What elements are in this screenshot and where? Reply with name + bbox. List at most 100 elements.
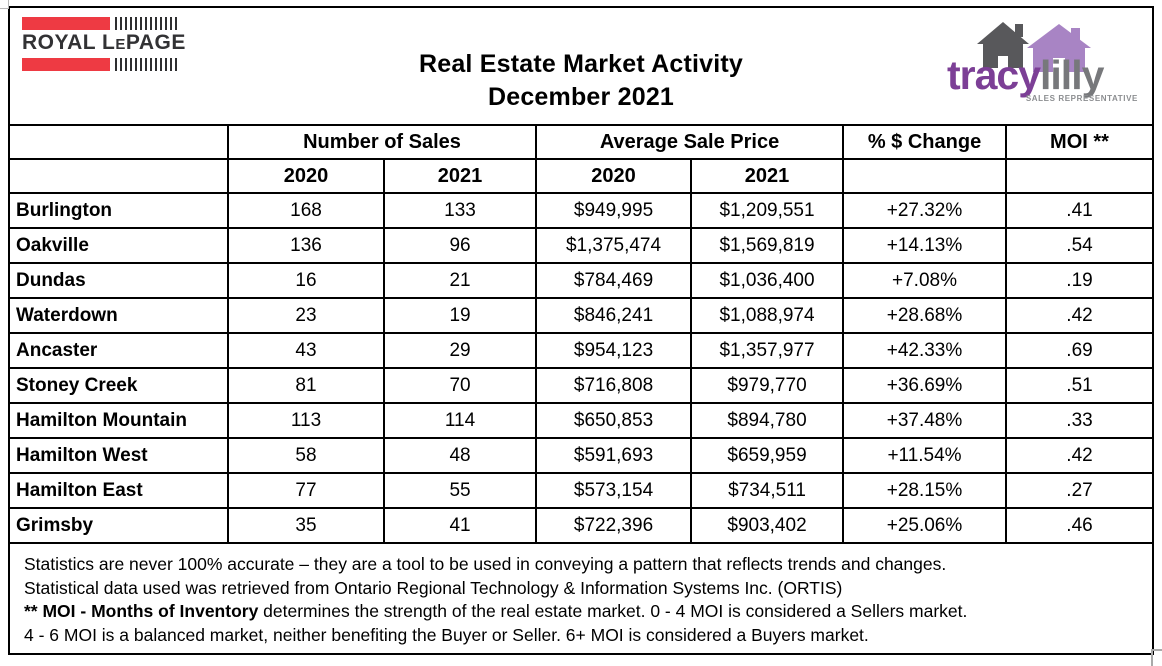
table-row: Burlington 168 133 $949,995 $1,209,551 +… — [10, 192, 1152, 229]
sales-2021-cell: 41 — [382, 507, 538, 544]
empty-cell — [1005, 158, 1152, 194]
table-row: Dundas 16 21 $784,469 $1,036,400 +7.08% … — [10, 262, 1152, 299]
table-row: Hamilton Mountain 113 114 $650,853 $894,… — [10, 402, 1152, 439]
price-2020-cell: $954,123 — [535, 332, 693, 369]
corner-cell — [10, 124, 229, 160]
change-cell: +28.15% — [842, 472, 1008, 509]
col-header-price-2020: 2020 — [535, 158, 693, 194]
price-2021-cell: $1,088,974 — [690, 297, 845, 334]
tracylilly-wordmark: tracylilly — [947, 54, 1142, 96]
moi-definition-bold: ** MOI - Months of Inventory — [24, 601, 259, 621]
footnote-line4: 4 - 6 MOI is a balanced market, neither … — [24, 624, 869, 645]
change-cell: +25.06% — [842, 507, 1008, 544]
sales-2020-cell: 136 — [227, 227, 385, 264]
sales-2020-cell: 58 — [227, 437, 385, 474]
change-cell: +14.13% — [842, 227, 1008, 264]
location-cell: Grimsby — [10, 507, 229, 544]
sales-2020-cell: 113 — [227, 402, 385, 439]
price-2020-cell: $846,241 — [535, 297, 693, 334]
title-line1: Real Estate Market Activity — [418, 50, 744, 78]
royal-lepage-logo: ROYAL LEPAGE — [22, 16, 185, 72]
table-row: Grimsby 35 41 $722,396 $903,402 +25.06% … — [10, 507, 1152, 544]
price-2020-cell: $722,396 — [535, 507, 693, 544]
table-row: Waterdown 23 19 $846,241 $1,088,974 +28.… — [10, 297, 1152, 334]
table-row: Ancaster 43 29 $954,123 $1,357,977 +42.3… — [10, 332, 1152, 369]
col-header-sales-2021: 2021 — [382, 158, 538, 194]
flyer-header: ROYAL LEPAGE Real Estate Market Activity… — [10, 8, 1152, 124]
moi-cell: .54 — [1005, 227, 1152, 264]
sales-2020-cell: 16 — [227, 262, 385, 299]
sales-2021-cell: 96 — [382, 227, 538, 264]
tagline: SALES REPRESENTATIVE — [1025, 94, 1138, 103]
corner-cell — [10, 158, 229, 194]
wordmark-lilly: lilly — [1040, 52, 1104, 98]
royal-lepage-wordmark: ROYAL LEPAGE — [22, 31, 185, 57]
red-bar — [22, 17, 110, 30]
location-cell: Burlington — [10, 192, 229, 229]
footnote-line3: ** MOI - Months of Inventory determines … — [24, 600, 1138, 624]
location-cell: Ancaster — [10, 332, 229, 369]
footnotes: Statistics are never 100% accurate – the… — [10, 544, 1152, 647]
empty-cell — [842, 158, 1008, 194]
col-group-average-sale-price: Average Sale Price — [535, 124, 845, 160]
location-cell: Stoney Creek — [10, 367, 229, 404]
price-2021-cell: $659,959 — [690, 437, 845, 474]
price-2020-cell: $949,995 — [535, 192, 693, 229]
col-group-number-of-sales: Number of Sales — [226, 124, 538, 160]
location-cell: Oakville — [10, 227, 229, 264]
moi-cell: .42 — [1005, 297, 1152, 334]
barcode-stripes-icon — [115, 58, 177, 71]
tracylilly-logo: tracylilly SALES REPRESENTATIVE — [947, 18, 1142, 110]
price-2020-cell: $1,375,474 — [535, 227, 693, 264]
sales-2020-cell: 35 — [227, 507, 385, 544]
col-header-change: % $ Change — [842, 124, 1008, 160]
sales-2020-cell: 81 — [227, 367, 385, 404]
table-row: Hamilton West 58 48 $591,693 $659,959 +1… — [10, 437, 1152, 474]
crop-mark-bottom-right — [1151, 649, 1162, 666]
houses-icon — [977, 22, 1091, 72]
table-row: Hamilton East 77 55 $573,154 $734,511 +2… — [10, 472, 1152, 509]
sales-2021-cell: 21 — [382, 262, 538, 299]
wordmark-small-e: E — [115, 36, 126, 53]
moi-definition-rest: determines the strength of the real esta… — [258, 601, 968, 621]
year-header-row: 2020 2021 2020 2021 — [10, 158, 1152, 194]
footnote-line2: Statistical data used was retrieved from… — [24, 577, 843, 598]
footnote-line1: Statistics are never 100% accurate – the… — [24, 554, 947, 574]
location-cell: Dundas — [10, 262, 229, 299]
price-2021-cell: $734,511 — [690, 472, 845, 509]
sales-2020-cell: 168 — [227, 192, 385, 229]
price-2021-cell: $1,036,400 — [690, 262, 845, 299]
sales-2021-cell: 70 — [382, 367, 538, 404]
moi-cell: .46 — [1005, 507, 1152, 544]
col-header-price-2021: 2021 — [690, 158, 845, 194]
change-cell: +42.33% — [842, 332, 1008, 369]
change-cell: +36.69% — [842, 367, 1008, 404]
page-title: Real Estate Market Activity December 202… — [10, 48, 1152, 114]
moi-cell: .19 — [1005, 262, 1152, 299]
table-row: Oakville 136 96 $1,375,474 $1,569,819 +1… — [10, 227, 1152, 264]
change-cell: +37.48% — [842, 402, 1008, 439]
sales-2021-cell: 133 — [382, 192, 538, 229]
price-2020-cell: $784,469 — [535, 262, 693, 299]
price-2020-cell: $573,154 — [535, 472, 693, 509]
moi-cell: .27 — [1005, 472, 1152, 509]
price-2021-cell: $1,569,819 — [690, 227, 845, 264]
sales-2021-cell: 55 — [382, 472, 538, 509]
moi-cell: .69 — [1005, 332, 1152, 369]
col-header-moi: MOI ** — [1005, 124, 1152, 160]
change-cell: +11.54% — [842, 437, 1008, 474]
location-cell: Waterdown — [10, 297, 229, 334]
moi-cell: .51 — [1005, 367, 1152, 404]
change-cell: +27.32% — [842, 192, 1008, 229]
col-header-sales-2020: 2020 — [227, 158, 385, 194]
price-2021-cell: $894,780 — [690, 402, 845, 439]
market-activity-flyer: ROYAL LEPAGE Real Estate Market Activity… — [8, 6, 1154, 655]
group-header-row: Number of Sales Average Sale Price % $ C… — [10, 124, 1152, 160]
location-cell: Hamilton East — [10, 472, 229, 509]
title-line2: December 2021 — [487, 83, 675, 111]
change-cell: +28.68% — [842, 297, 1008, 334]
sales-2021-cell: 114 — [382, 402, 538, 439]
price-2021-cell: $903,402 — [690, 507, 845, 544]
barcode-stripes-icon — [115, 17, 177, 30]
market-stats-table: Number of Sales Average Sale Price % $ C… — [10, 124, 1152, 544]
